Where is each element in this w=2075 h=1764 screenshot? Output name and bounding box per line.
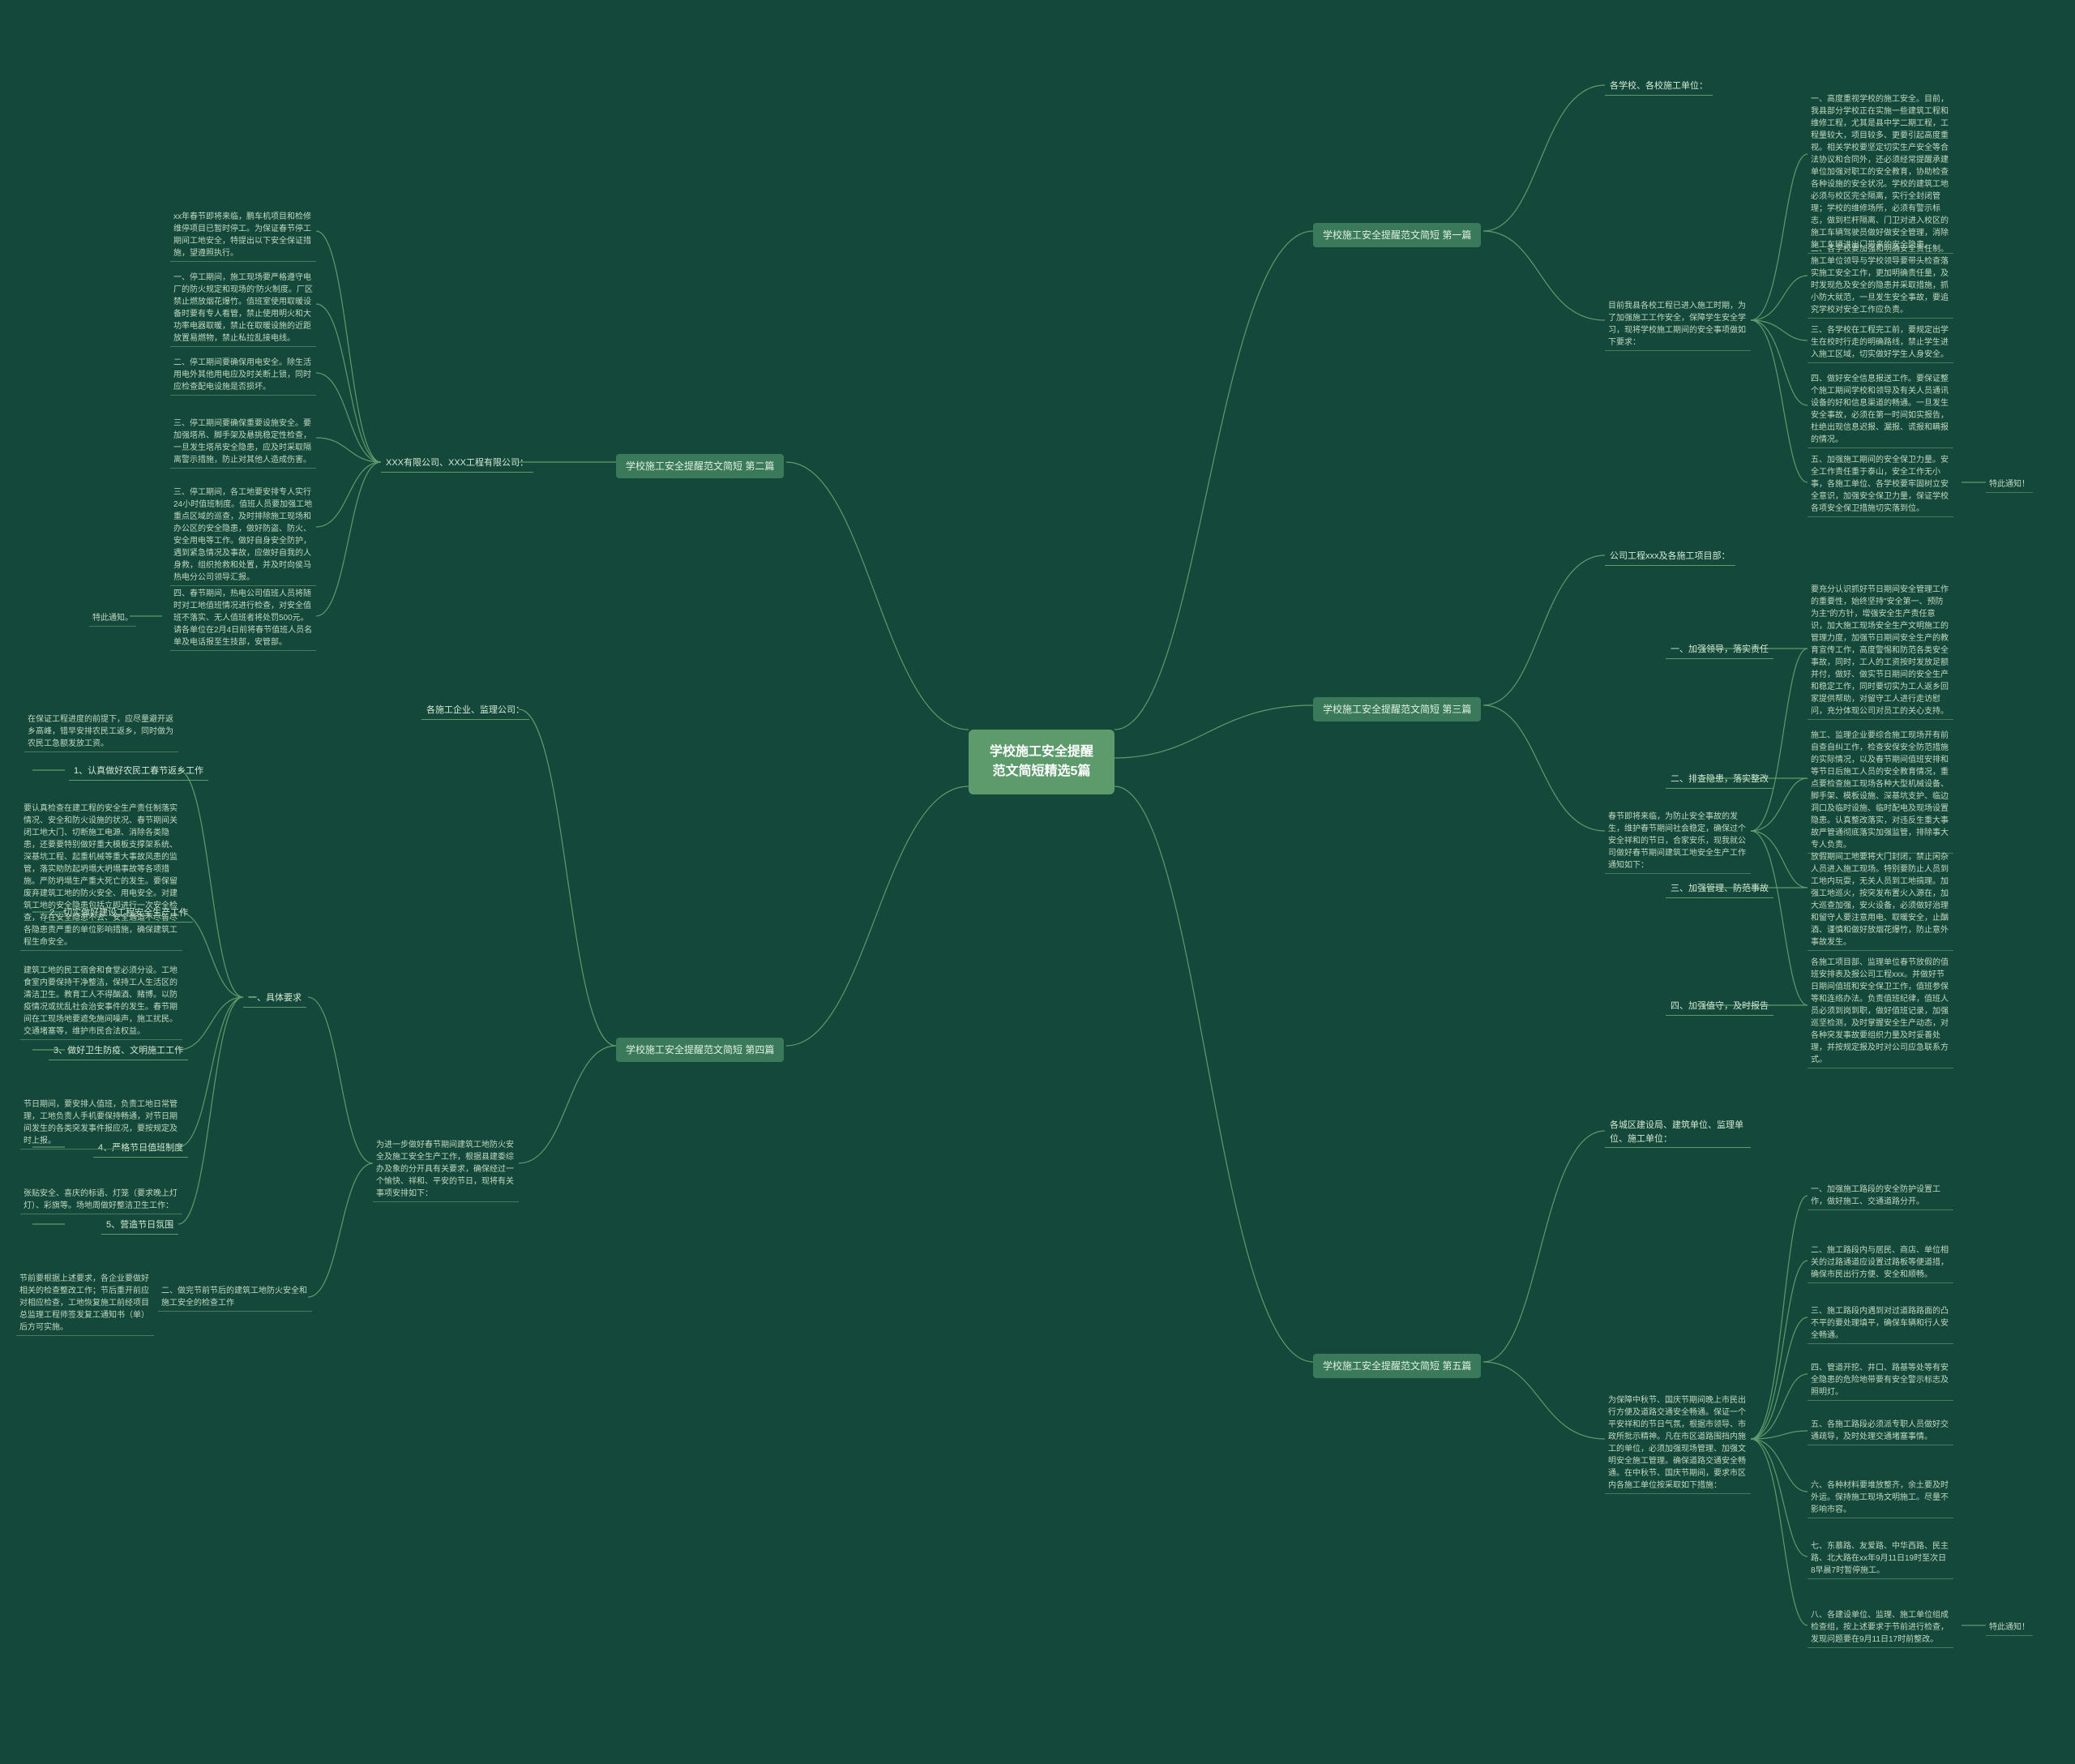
branch-5-item-4: 四、管道开挖、井口、路基等处等有安全隐患的危险地带要有安全警示标志及照明灯。: [1808, 1362, 1953, 1401]
branch-1-item-3: 三、各学校在工程完工前，要规定出学生在校时行走的明确路线，禁止学生进入施工区域，…: [1808, 324, 1953, 363]
branch-4-s1-label: 1、认真做好农民工春节返乡工作: [69, 764, 208, 781]
branch-5-item-5: 五、各施工路段必须派专职人员做好交通疏导，及时处理交通堵塞事情。: [1808, 1419, 1953, 1445]
branch-5-item-8: 八、各建设单位、监理、施工单位组成检查组，按上述要求于节前进行检查，发现问题要在…: [1808, 1609, 1953, 1648]
branch-1-item-1: 一、高度重视学校的施工安全。目前，我县部分学校正在实施一些建筑工程和维修工程，尤…: [1808, 93, 1953, 254]
branch-4-s2-text: 要认真检查在建工程的安全生产责任制落实情况、安全和防火设施的状况、春节期间关闭工…: [20, 803, 182, 951]
branch-5-intro: 为保障中秋节、国庆节期间晚上市民出行方便及道路交通安全畅通。保证一个平安祥和的节…: [1605, 1394, 1751, 1494]
branch-2-tail: 特此通知。: [89, 612, 136, 627]
branch-3-i4-label: 四、加强值守，及时报告: [1666, 1000, 1773, 1016]
branch-1-item-2: 二、各学校要加强和明确安全责任制。施工单位领导与学校领导要带头检查落实施工安全工…: [1808, 243, 1953, 319]
branch-4-s1-text: 在保证工程进度的前提下，应尽量避开返乡高峰，错早安排农民工返乡，同时做为农民工急…: [24, 713, 178, 752]
branch-1-lead: 各学校、各校施工单位：: [1605, 79, 1713, 96]
branch-4-s5-label: 5、营造节日氛围: [101, 1218, 178, 1235]
branch-1-tail: 特此通知！: [1986, 478, 2033, 493]
branch-5-item-3: 三、施工路段内遇到对过道路路面的凸不平的要处理填平，确保车辆和行人安全畅通。: [1808, 1305, 1953, 1344]
branch-3-i1-text: 要充分认识抓好节日期间安全管理工作的重要性，始终坚持"安全第一、预防为主"的方针…: [1808, 584, 1953, 720]
branch-5-item-2: 二、施工路段内与居民、商店、单位相关的过路通道应设置过路板等便道措，确保市民出行…: [1808, 1244, 1953, 1283]
branch-3-i1-label: 一、加强领导，落实责任: [1666, 643, 1773, 659]
branch-1: 学校施工安全提醒范文简短 第一篇: [1313, 223, 1481, 247]
branch-2-item-2: 二、停工期间要确保用电安全。除生活用电外其他用电应及时关断上锁，同时应检查配电设…: [170, 357, 316, 396]
branch-2-item-3: 三、停工期间要确保重要设施安全。要加强塔吊、脚手架及悬挑稳定性检查，一旦发生塔吊…: [170, 417, 316, 469]
branch-3-i4-text: 各施工项目部、监理单位春节放假的值班安排表及报公司工程xxx。并做好节日期间值班…: [1808, 957, 1953, 1068]
branch-3-intro: 春节即将来临，为防止安全事故的发生，维护春节期间社会稳定，确保过个安全祥和的节日…: [1605, 811, 1751, 874]
branch-2: 学校施工安全提醒范文简短 第二篇: [616, 454, 784, 478]
branch-4-s4-text: 节日期间，要安排人值班，负责工地日常管理，工地负责人手机要保持畅通，对节日期间发…: [20, 1098, 182, 1150]
branch-3: 学校施工安全提醒范文简短 第三篇: [1313, 697, 1481, 721]
branch-2-item-4: 三、停工期间，各工地要安排专人实行24小时值班制度。值班人员要加强工地重点区域的…: [170, 486, 316, 586]
branch-5-item-1: 一、加强施工路段的安全防护设置工作，做好施工、交通道路分开。: [1808, 1184, 1953, 1210]
branch-2-intro: xx年春节即将来临，鹏车机项目和检修维停项目已暂时停工。为保证春节停工期间工地安…: [170, 211, 316, 262]
branch-4-sec2-text: 节前要根据上述要求，各企业要做好相关的检查整改工作；节后重开前应对相应检查，工地…: [16, 1273, 154, 1336]
branch-4-lead: 各施工企业、监理公司：: [421, 704, 529, 720]
branch-1-item-5: 五、加强施工期间的安全保卫力量。安全工作责任重于泰山，安全工作无小事，各施工单位…: [1808, 454, 1953, 517]
branch-4: 学校施工安全提醒范文简短 第四篇: [616, 1038, 784, 1062]
branch-5-lead: 各城区建设局、建筑单位、监理单位、施工单位：: [1605, 1119, 1751, 1148]
branch-5-item-6: 六、各种材料要堆放整齐，余土要及时外运。保持施工现场文明施工。尽量不影响市容。: [1808, 1479, 1953, 1518]
branch-4-s5-text: 张贴安全、喜庆的标语、灯笼（要求晚上灯灯）、彩旗等。场地周做好整洁卫生工作：: [20, 1188, 182, 1214]
branch-1-intro: 目前我县各校工程已进入施工时期，为了加强施工工作安全，保障学生安全学习，现将学校…: [1605, 300, 1751, 351]
branch-2-item-5: 四、春节期间，热电公司值班人员将随时对工地值班情况进行检查，对安全值班不落实、无…: [170, 588, 316, 651]
branch-5-tail: 特此通知！: [1986, 1621, 2033, 1636]
root-node: 学校施工安全提醒范文简短精选5篇: [969, 730, 1115, 794]
branch-4-intro: 为进一步做好春节期间建筑工地防火安全及施工安全生产工作，根据县建委综办及象的分开…: [373, 1139, 519, 1202]
branch-3-i2-label: 二、排查隐患，落实整改: [1666, 773, 1773, 789]
branch-3-i2-text: 施工、监理企业要综合施工现场开有前自查自纠工作，检查安保安全防范措施的实际情况，…: [1808, 730, 1953, 854]
branch-4-sec1-label: 一、具体要求: [243, 991, 306, 1008]
branch-4-sec2-label: 二、做完节前节后的建筑工地防火安全和施工安全的检查工作: [158, 1285, 312, 1312]
branch-4-s3-label: 3、做好卫生防疫、文明施工工作: [49, 1044, 188, 1060]
branch-5-item-7: 七、东慕路、友爱路、中华西路、民主路、北大路在xx年9月11日19时至次日8早晨…: [1808, 1540, 1953, 1579]
branch-3-i3-label: 三、加强管理、防范事故: [1666, 882, 1773, 898]
branch-3-lead: 公司工程xxx及各施工项目部：: [1605, 550, 1735, 566]
branch-2-lead: XXX有限公司、XXX工程有限公司：: [381, 456, 533, 473]
branch-5: 学校施工安全提醒范文简短 第五篇: [1313, 1354, 1481, 1378]
branch-2-item-1: 一、停工期间，施工现场要严格遵守电厂的防火规定和现场的'防火制度。厂区禁止燃放烟…: [170, 272, 316, 347]
branch-4-s3-text: 建筑工地的民工宿舍和食堂必须分设。工地食室内要保持干净整洁，保持工人生活区的清洁…: [20, 965, 182, 1040]
branch-1-item-4: 四、做好安全信息报送工作。要保证整个施工期间学校和领导及有关人员通讯设备的好和信…: [1808, 373, 1953, 448]
branch-3-i3-text: 放假期间工地要将大门封闭，禁止闲杂人员进入施工现场。特别要防止人员到工地内玩耍，…: [1808, 851, 1953, 951]
